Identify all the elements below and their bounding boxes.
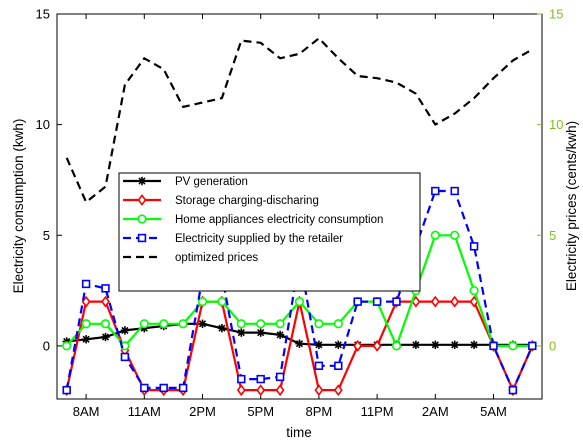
data-point bbox=[470, 341, 478, 349]
legend-label: Electricity supplied by the retailer bbox=[175, 233, 343, 245]
y-tick-label-right: 15 bbox=[549, 7, 563, 22]
data-point bbox=[354, 298, 361, 305]
y-axis-title-right: Electricity prices (cents/kwh) bbox=[564, 121, 579, 291]
data-point bbox=[393, 342, 401, 350]
y-tick-label-right: 10 bbox=[549, 117, 563, 132]
legend-label: Home appliances electricity consumption bbox=[175, 214, 383, 226]
x-tick-label: 5PM bbox=[247, 404, 274, 419]
data-point bbox=[451, 341, 459, 349]
data-point bbox=[238, 376, 245, 383]
data-point bbox=[199, 298, 207, 306]
data-point bbox=[335, 320, 343, 328]
data-point bbox=[432, 231, 440, 239]
y-tick-label-right: 0 bbox=[549, 338, 556, 353]
x-tick-label: 11PM bbox=[361, 404, 394, 419]
data-point bbox=[237, 328, 245, 336]
data-point bbox=[509, 342, 517, 350]
x-tick-label: 2PM bbox=[189, 404, 216, 419]
data-point bbox=[160, 320, 168, 328]
data-point bbox=[296, 298, 304, 306]
legend-marker bbox=[138, 177, 146, 185]
data-point bbox=[451, 231, 459, 239]
data-point bbox=[121, 326, 129, 334]
data-point bbox=[160, 385, 167, 392]
data-point bbox=[431, 341, 439, 349]
data-point bbox=[141, 320, 149, 328]
x-tick-label: 5AM bbox=[480, 404, 507, 419]
data-point bbox=[316, 362, 323, 369]
data-point bbox=[101, 333, 109, 341]
legend: PV generation Storage charging-discharing… bbox=[119, 173, 420, 291]
data-point bbox=[218, 324, 226, 332]
legend-label: Storage charging-discharing bbox=[175, 195, 319, 207]
data-point bbox=[257, 376, 264, 383]
data-point bbox=[83, 281, 90, 288]
data-point bbox=[218, 298, 226, 306]
data-point bbox=[490, 342, 497, 349]
data-point bbox=[335, 362, 342, 369]
data-point bbox=[374, 298, 381, 305]
data-point bbox=[276, 320, 284, 328]
legend-marker bbox=[138, 215, 146, 223]
y-tick-label-right: 5 bbox=[549, 228, 556, 243]
y-tick-label-left: 0 bbox=[43, 338, 50, 353]
data-point bbox=[276, 331, 284, 339]
data-point bbox=[529, 342, 536, 349]
data-point bbox=[510, 387, 517, 394]
x-tick-label: 8PM bbox=[306, 404, 333, 419]
data-point bbox=[122, 354, 129, 361]
legend-label: PV generation bbox=[175, 176, 248, 188]
data-point bbox=[334, 341, 342, 349]
data-point bbox=[63, 342, 71, 350]
x-tick-label: 2AM bbox=[422, 404, 449, 419]
data-point bbox=[471, 243, 478, 250]
y-tick-label-left: 10 bbox=[36, 117, 50, 132]
legend-box bbox=[119, 173, 420, 291]
legend-label: optimized prices bbox=[175, 252, 258, 264]
data-point bbox=[198, 320, 206, 328]
x-tick-label: 8AM bbox=[73, 404, 100, 419]
data-point bbox=[102, 320, 110, 328]
data-point bbox=[102, 285, 109, 292]
data-point bbox=[257, 328, 265, 336]
y-axis-title-left: Electricity consumption (kwh) bbox=[11, 119, 26, 294]
y-tick-label-left: 15 bbox=[36, 7, 50, 22]
data-point bbox=[257, 320, 265, 328]
data-point bbox=[179, 320, 187, 328]
data-point bbox=[295, 339, 303, 347]
data-point bbox=[141, 385, 148, 392]
data-point bbox=[451, 188, 458, 195]
data-point bbox=[412, 341, 420, 349]
data-point bbox=[82, 335, 90, 343]
data-point bbox=[82, 320, 90, 328]
data-point bbox=[315, 320, 323, 328]
data-point bbox=[393, 298, 400, 305]
x-tick-label: 11AM bbox=[128, 404, 161, 419]
data-point bbox=[470, 287, 478, 295]
data-point bbox=[238, 320, 246, 328]
data-point bbox=[180, 385, 187, 392]
x-axis-title: time bbox=[286, 425, 312, 440]
legend-marker bbox=[139, 235, 146, 242]
y-tick-label-left: 5 bbox=[43, 228, 50, 243]
data-point bbox=[277, 373, 284, 380]
data-point bbox=[63, 387, 70, 394]
data-point bbox=[432, 188, 439, 195]
